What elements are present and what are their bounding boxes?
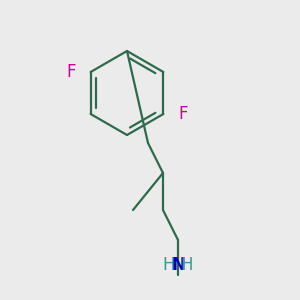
Text: H: H (181, 256, 193, 274)
Text: H: H (163, 256, 175, 274)
Text: F: F (66, 63, 75, 81)
Text: N: N (171, 256, 185, 274)
Text: F: F (178, 105, 188, 123)
